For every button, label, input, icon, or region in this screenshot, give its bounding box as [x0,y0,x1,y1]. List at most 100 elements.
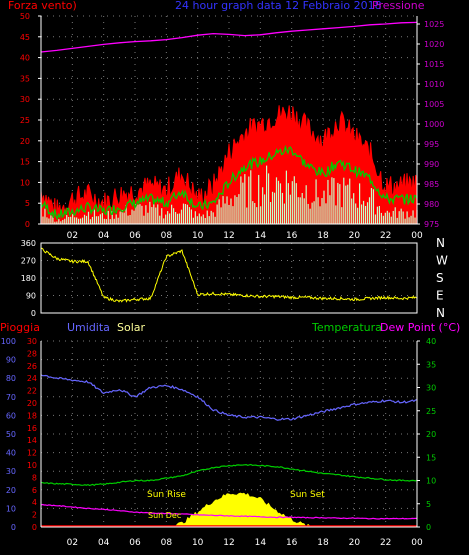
temperature-x-tick-00: 00 [411,538,423,548]
temperature-panel: Pioggia Umidita Solar Temperatura Dew Po… [0,321,460,548]
wind-direction-line [40,247,418,303]
rain-tick-label: 24 [27,374,37,383]
rain-tick-label: 2 [32,511,37,520]
wind-x-tick-00: 00 [411,231,423,241]
humidity-tick-label: 70 [6,393,16,402]
wind-x-tick-14: 14 [255,231,267,241]
wind-speed-line [40,144,418,221]
wind-x-tick-10: 10 [192,231,204,241]
rain-axis-label: Pioggia [0,321,40,334]
wind-x-tick-06: 06 [129,231,141,241]
pressure-tick-label: 985 [424,180,439,189]
wind-tick-label: 45 [20,33,30,42]
humidity-tick-label: 40 [6,449,16,458]
rain-tick-label: 10 [27,461,37,470]
direction-tick-label: 0 [31,309,36,318]
wind-axis-label: Forza vento) [8,0,77,12]
rain-tick-label: 8 [32,473,37,482]
humidity-tick-label: 50 [6,430,16,439]
wind-tick-label: 10 [20,178,30,187]
pressure-tick-label: 1025 [424,20,444,29]
wind-tick-label: 5 [25,199,30,208]
temperature-tick-label: 20 [426,430,436,439]
pressure-tick-label: 1005 [424,100,444,109]
rain-tick-label: 26 [27,362,37,371]
rain-tick-label: 12 [27,449,37,458]
rain-tick-label: 0 [32,523,37,532]
temperature-axes: 0102030405060708090100024681012141618202… [1,337,436,548]
compass-label-N: N [436,236,445,250]
temperature-x-tick-10: 10 [192,538,204,548]
temperature-line [40,463,418,487]
wind-tick-label: 25 [20,116,30,125]
wind-x-tick-16: 16 [286,231,298,241]
pressure-tick-label: 1000 [424,120,444,129]
wind-x-tick-12: 12 [223,231,234,241]
rain-tick-label: 22 [27,387,37,396]
temperature-x-tick-18: 18 [317,538,329,548]
temperature-tick-label: 15 [426,453,436,462]
temperature-tick-label: 10 [426,477,436,486]
temperature-x-tick-16: 16 [286,538,298,548]
direction-series [40,247,418,303]
temperature-tick-label: 30 [426,384,436,393]
rain-tick-label: 14 [27,436,37,445]
temperature-x-tick-20: 20 [349,538,361,548]
wind-x-tick-20: 20 [349,231,361,241]
temperature-grid [41,340,418,528]
rain-tick-label: 20 [27,399,37,408]
direction-tick-label: 270 [21,257,36,266]
wind-x-tick-22: 22 [380,231,391,241]
compass-label-N: N [436,306,445,320]
pressure-tick-label: 990 [424,160,439,169]
wind-axes: 0510152025303540455097598098599099510001… [20,12,445,241]
pressure-tick-label: 995 [424,140,439,149]
pressure-tick-label: 1010 [424,80,444,89]
humidity-tick-label: 20 [6,486,16,495]
wind-tick-label: 15 [20,158,30,167]
wind-x-tick-04: 04 [98,231,110,241]
wind-tick-label: 35 [20,74,30,83]
wind-tick-label: 30 [20,95,30,104]
temperature-x-tick-04: 04 [98,538,110,548]
rain-tick-label: 30 [27,337,37,346]
humidity-tick-label: 10 [6,504,16,513]
compass-label-E: E [436,289,444,303]
wind-x-tick-08: 08 [161,231,173,241]
humidity-line [40,374,418,421]
temperature-x-tick-12: 12 [223,538,234,548]
humidity-tick-label: 80 [6,374,16,383]
dewpoint-line [40,503,418,520]
direction-frame [40,242,418,314]
pressure-tick-label: 1020 [424,40,444,49]
temperature-x-tick-22: 22 [380,538,391,548]
sun-dec-annotation: Sun Dec [148,511,181,520]
solar-axis-label: Solar [117,321,146,334]
humidity-tick-label: 30 [6,467,16,476]
wind-pressure-panel: Forza vento) 24 hour graph data 12 Febbr… [8,0,444,241]
direction-tick-label: 90 [26,292,36,301]
direction-tick-label: 180 [21,274,36,283]
temperature-tick-label: 40 [426,337,436,346]
rain-tick-label: 28 [27,349,37,358]
pressure-line [40,21,418,53]
temperature-tick-label: 5 [426,500,431,509]
temperature-tick-label: 0 [426,523,431,532]
wind-x-tick-02: 02 [67,231,78,241]
temperature-tick-label: 35 [426,360,436,369]
chart-title: 24 hour graph data 12 Febbraio 2018 [175,0,382,12]
humidity-tick-label: 0 [11,523,16,532]
temperature-axis-label: Temperatura [311,321,382,334]
wind-series [40,21,418,225]
wind-gust-area [40,105,418,225]
humidity-tick-label: 100 [1,337,16,346]
sunrise-annotation: Sun Rise [147,490,186,500]
dewpoint-axis-label: Dew Point (°C) [380,321,460,334]
pressure-tick-label: 1015 [424,60,444,69]
wind-x-tick-18: 18 [317,231,329,241]
humidity-axis-label: Umidita [67,321,110,334]
rain-tick-label: 16 [27,424,37,433]
temperature-x-tick-08: 08 [161,538,173,548]
wind-tick-label: 50 [20,12,30,21]
